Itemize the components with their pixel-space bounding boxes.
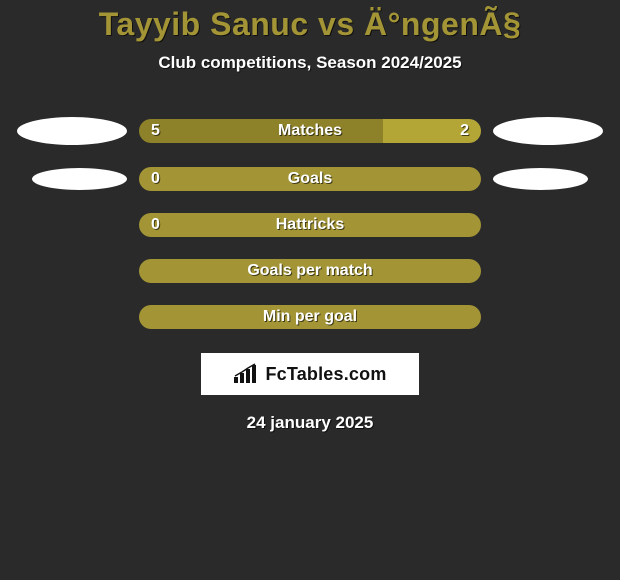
stat-bar: 52Matches [139,119,481,143]
stat-row: 0Goals [0,167,620,191]
left-value: 0 [151,216,160,234]
stat-bar-right: 2 [383,119,481,143]
stat-row: Min per goal [0,305,620,329]
stat-row: 52Matches [0,117,620,145]
stat-row: 0Hattricks [0,213,620,237]
right-value: 2 [460,122,469,140]
stat-bar: Goals per match [139,259,481,283]
stat-bar: Min per goal [139,305,481,329]
stat-bar: 0Goals [139,167,481,191]
stat-bar: 0Hattricks [139,213,481,237]
stat-bar-left: 5 [139,119,383,143]
player-left-badge [32,168,127,190]
bars-icon [233,363,259,385]
stat-bar-left [139,305,481,329]
player-left-badge [17,117,127,145]
player-right-badge [493,168,588,190]
comparison-rows: 52Matches0Goals0HattricksGoals per match… [0,117,620,329]
date-label: 24 january 2025 [247,413,374,433]
left-value: 5 [151,122,160,140]
stat-row: Goals per match [0,259,620,283]
subtitle: Club competitions, Season 2024/2025 [158,53,461,73]
stat-bar-left: 0 [139,213,481,237]
page-title: Tayyib Sanuc vs Ä°ngenÃ§ [99,6,522,43]
left-value: 0 [151,170,160,188]
fctables-logo: FcTables.com [201,353,419,395]
logo-text: FcTables.com [265,364,386,385]
stat-bar-left: 0 [139,167,481,191]
player-right-badge [493,117,603,145]
stat-bar-left [139,259,481,283]
